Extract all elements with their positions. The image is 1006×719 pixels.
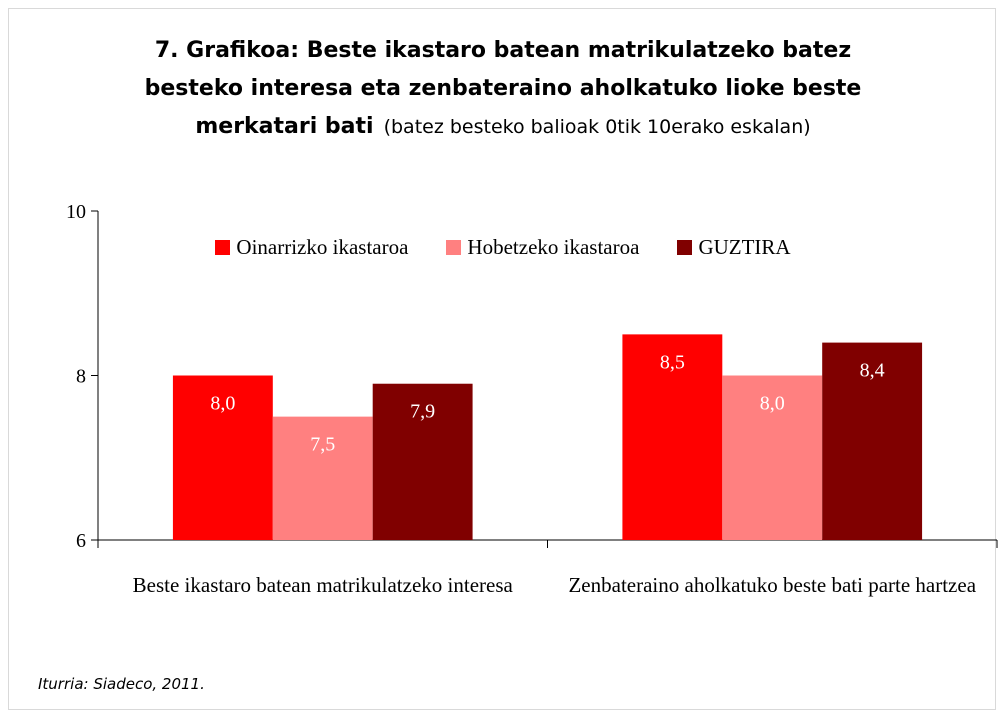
chart-title-block: 7. Grafikoa: Beste ikastaro batean matri… (133, 32, 873, 146)
bar (172, 375, 273, 540)
x-tick-label: Zenbateraino aholkatuko beste bati parte… (568, 573, 977, 597)
y-tick-label: 6 (76, 530, 86, 552)
legend-item: Oinarrizko ikastaroa (215, 235, 408, 260)
legend-label: Oinarrizko ikastaroa (236, 235, 409, 259)
chart-title: 7. Grafikoa: Beste ikastaro batean matri… (144, 38, 862, 139)
bar (272, 416, 373, 540)
legend-item: Hobetzeko ikastaroa (446, 235, 639, 260)
legend-label: GUZTIRA (698, 235, 791, 259)
legend-label: Hobetzeko ikastaroa (467, 235, 640, 259)
value-label: 7,5 (310, 434, 335, 456)
value-label: 8,4 (860, 360, 885, 382)
legend-swatch (677, 240, 693, 255)
bar (822, 342, 923, 540)
legend-item: GUZTIRA (677, 235, 791, 260)
legend-swatch (215, 240, 231, 255)
legend: Oinarrizko ikastaroa Hobetzeko ikastaroa G… (0, 235, 1006, 260)
legend-swatch (446, 240, 462, 255)
bar (722, 375, 823, 540)
value-label: 8,0 (760, 393, 785, 415)
bar (372, 383, 473, 540)
y-tick-label: 8 (76, 366, 86, 388)
bar (622, 334, 723, 540)
value-label: 8,0 (210, 393, 235, 415)
value-label: 8,5 (660, 351, 685, 373)
x-tick-label: Beste ikastaro batean matrikulatzeko int… (132, 573, 513, 597)
chart-frame (8, 8, 996, 710)
chart-subtitle: (batez besteko balioak 0tik 10erako eska… (383, 116, 811, 138)
value-label: 7,9 (410, 401, 435, 423)
source: Iturria: Siadeco, 2011. (38, 675, 205, 693)
y-tick-label: 10 (66, 201, 86, 223)
